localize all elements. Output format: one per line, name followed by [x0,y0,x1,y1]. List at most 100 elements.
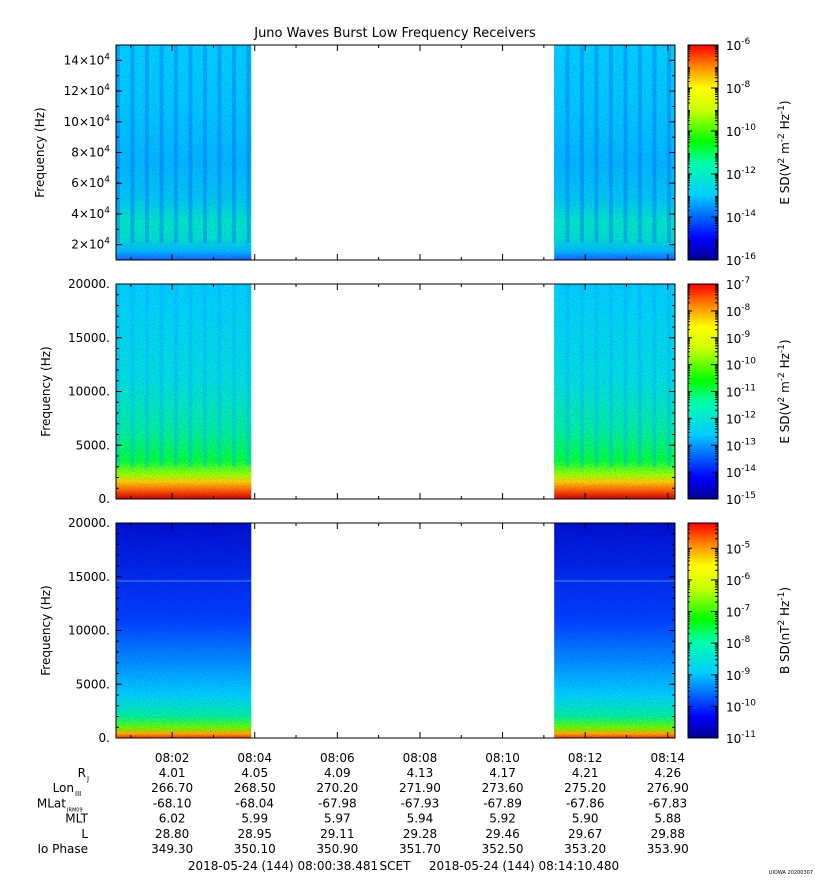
colorbar-tick-label: 10-15 [726,491,756,507]
x-tick-label: 08:12 [568,751,603,765]
ephemeris-value: 29.88 [651,827,685,841]
footer-scet: SCET [380,859,412,873]
ephemeris-row: Io Phase 349.30 350.10 350.90 351.70 352.50 35… [37,842,688,856]
ephemeris-label-subscript: JRM09 [66,807,83,813]
ephemeris-label: L [81,827,88,841]
x-tick-label: 08:06 [320,751,355,765]
colorbar-tick-label: 10-16 [726,252,756,268]
panel-top: 2×104 4×104 6×104 8×104 10×104 12×104 14×104 Fr… [33,37,792,268]
ephemeris-value: -67.86 [566,796,605,810]
colorbar: 10-15 10-14 10-13 10-12 10-11 10-10 10-9 10-8 10… [687,276,792,507]
ephemeris-value: 271.90 [399,781,441,795]
ephemeris-value: 4.26 [654,766,681,780]
ephemeris-label: Lon [53,781,74,795]
colorbar-tick-label: 10-10 [726,123,756,139]
ephemeris-value: 4.17 [489,766,516,780]
x-tick-label: 08:04 [237,751,272,765]
colorbar-tick-label: 10-8 [726,635,751,651]
y-axis-label: Frequency (Hz) [39,346,53,437]
ephemeris-value: -67.93 [401,796,440,810]
ephemeris-label: Io Phase [37,842,88,856]
panel-bottom: 0. 5000. 10000. 15000. 20000. Frequency (Hz) 1… [39,516,792,746]
colorbar: 10-11 10-10 10-9 10-8 10-7 10-6 10-5 B SD(nT2 H… [687,522,792,746]
ephemeris-value: 4.05 [241,766,268,780]
ephemeris-value: -67.83 [648,796,687,810]
x-tick-label: 08:14 [650,751,685,765]
y-tick-label: 10000. [68,624,110,638]
ephemeris-value: 268.50 [234,781,276,795]
ephemeris-value: 28.80 [155,827,189,841]
colorbar-tick-label: 10-8 [726,80,751,96]
ephemeris-value: 4.13 [407,766,434,780]
figure-title: Juno Waves Burst Low Frequency Receivers [253,26,536,41]
colorbar-label: B SD(nT2 Hz-1) [777,587,792,674]
spectrogram-data-block [554,523,675,738]
colorbar-tick-label: 10-11 [726,384,756,400]
ephemeris-row: MLT 6.02 5.99 5.97 5.94 5.92 5.90 5.88 [65,812,681,826]
y-tick-label: 2×104 [71,237,110,252]
y-axis-label: Frequency (Hz) [33,107,47,198]
y-tick-label: 10000. [68,385,110,399]
colorbar-tick-label: 10-5 [726,540,750,556]
ephemeris-row: MLat JRM09 -68.10 -68.04 -67.98 -67.93 -67.89 -… [37,796,687,813]
footer-end: 2018-05-24 (144) 08:14:10.480 [429,859,619,873]
y-tick-label: 0. [99,492,110,506]
ephemeris-value: 29.11 [320,827,354,841]
panel-middle: 0. 5000. 10000. 15000. 20000. Frequency (Hz) 1… [39,276,792,507]
spectrogram-data-block [115,45,252,260]
ephemeris-value: 29.67 [568,827,602,841]
y-axis-label: Frequency (Hz) [39,585,53,676]
x-tick-label: 08:08 [403,751,438,765]
ephemeris-value: 273.60 [482,781,524,795]
ephemeris-label-subscript: J [86,775,89,783]
watermark: UIOWA 20200307 [769,870,813,876]
footer-start: 2018-05-24 (144) 08:00:38.481 [188,859,378,873]
ephemeris-value: 4.09 [324,766,351,780]
ephemeris-value: 5.92 [489,812,516,826]
ephemeris-value: -67.89 [483,796,522,810]
y-tick-label: 5000. [76,677,110,691]
y-tick-label: 12×104 [64,83,111,98]
y-tick-label: 4×104 [71,206,110,221]
ephemeris-value: 4.01 [159,766,186,780]
y-tick-label: 15000. [68,331,110,345]
y-tick-label: 20000. [68,277,110,291]
ephemeris-label-subscript: III [75,790,81,798]
ephemeris-value: 276.90 [647,781,689,795]
ephemeris-value: 29.46 [485,827,519,841]
y-tick-label: 5000. [76,438,110,452]
colorbar-tick-label: 10-7 [726,276,750,292]
y-tick-label: 10×104 [64,114,111,129]
ephemeris-label: MLT [65,812,88,826]
spectrogram-data-block [554,45,675,260]
ephemeris-value: 5.97 [324,812,351,826]
x-tick-label: 08:10 [485,751,520,765]
colorbar: 10-16 10-14 10-12 10-10 10-8 10-6 E SD(V2 m-2 … [687,37,792,268]
ephemeris-value: 266.70 [151,781,193,795]
ephemeris-value: 5.94 [407,812,434,826]
colorbar-tick-label: 10-8 [726,303,751,319]
ephemeris-label: MLat [37,796,66,810]
ephemeris-label: R [78,766,86,780]
ephemeris-value: 351.70 [399,842,441,856]
colorbar-tick-label: 10-14 [726,209,756,225]
y-tick-label: 8×104 [71,145,110,160]
ephemeris-value: -68.04 [235,796,274,810]
colorbar-tick-label: 10-13 [726,437,756,453]
colorbar-tick-label: 10-6 [726,572,751,588]
colorbar-tick-label: 10-7 [726,604,750,620]
ephemeris-value: -68.10 [153,796,192,810]
ephemeris-value: 350.90 [316,842,358,856]
ephemeris-value: -67.98 [318,796,357,810]
ephemeris-value: 353.90 [647,842,689,856]
colorbar-tick-label: 10-11 [726,730,756,746]
ephemeris-value: 29.28 [403,827,437,841]
colorbar-label: E SD(V2 m-2 Hz-1) [777,100,792,204]
ephemeris-row: L 28.80 28.95 29.11 29.28 29.46 29.67 29.88 [81,827,685,841]
y-tick-label: 0. [99,731,110,745]
ephemeris-value: 350.10 [234,842,276,856]
ephemeris-value: 4.21 [572,766,599,780]
spectrogram-data-block [115,284,252,499]
y-tick-label: 15000. [68,570,110,584]
